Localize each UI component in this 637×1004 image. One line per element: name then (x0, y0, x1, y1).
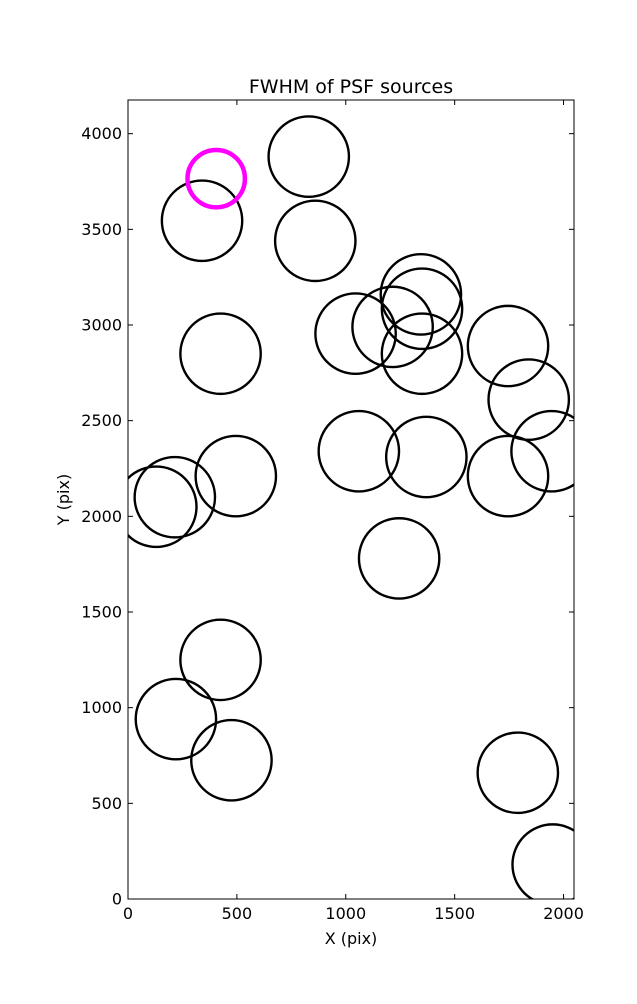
x-tick-label: 0 (123, 904, 133, 923)
psf-source-marker (160, 179, 244, 263)
y-tick-label: 4000 (81, 124, 122, 143)
psf-source-marker (267, 115, 351, 199)
x-tick-label: 500 (222, 904, 253, 923)
psf-source-marker (351, 285, 434, 369)
psf-source-marker (466, 434, 550, 518)
psf-source-marker (179, 312, 262, 396)
psf-source-marker (179, 618, 262, 702)
y-tick-label: 1000 (81, 698, 122, 717)
y-tick-label: 500 (91, 794, 122, 813)
psf-source-marker (379, 253, 463, 336)
psf-source-marker (133, 455, 217, 539)
psf-source-marker (317, 409, 401, 493)
y-tick-label: 1500 (81, 603, 122, 622)
y-tick-label: 2000 (81, 507, 122, 526)
psf-source-marker (511, 823, 574, 899)
psf-source-marker (510, 409, 574, 493)
x-tick-label: 2000 (543, 904, 584, 923)
marker-layer (128, 115, 574, 899)
psf-source-marker (357, 517, 441, 600)
psf-source-marker (128, 465, 198, 549)
y-tick-label: 3500 (81, 220, 122, 239)
y-tick-label: 2500 (81, 411, 122, 430)
y-axis-label: Y (pix) (54, 474, 73, 526)
psf-source-marker (190, 718, 273, 802)
x-tick-label: 1000 (325, 904, 366, 923)
psf-source-marker (380, 267, 464, 351)
psf-source-marker (384, 415, 468, 499)
psf-source-marker (134, 677, 218, 761)
psf-source-marker (476, 731, 560, 815)
chart-title: FWHM of PSF sources (249, 76, 453, 98)
psf-source-marker (380, 312, 464, 396)
psf-source-marker (487, 358, 571, 442)
tick-layer: 0 500 1000 1500 2000 0 500 1000 1500 2000 2500 3000… (81, 100, 584, 923)
y-tick-label: 0 (112, 890, 122, 909)
x-axis-label: X (pix) (325, 929, 378, 948)
psf-source-marker (466, 304, 550, 388)
plot-frame (127, 99, 575, 900)
psf-source-marker (194, 434, 278, 518)
psf-source-marker (314, 292, 397, 375)
x-tick-label: 1500 (434, 904, 475, 923)
psf-source-marker (273, 199, 357, 283)
y-tick-label: 3000 (81, 316, 122, 335)
highlighted-source-marker (185, 147, 248, 210)
